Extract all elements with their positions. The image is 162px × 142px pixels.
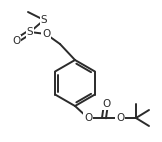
Text: O: O [116,113,124,123]
Text: O: O [12,36,20,46]
Text: O: O [102,99,110,109]
Text: S: S [27,27,33,37]
Text: O: O [42,29,50,39]
Text: S: S [41,15,47,25]
Text: O: O [84,113,92,123]
